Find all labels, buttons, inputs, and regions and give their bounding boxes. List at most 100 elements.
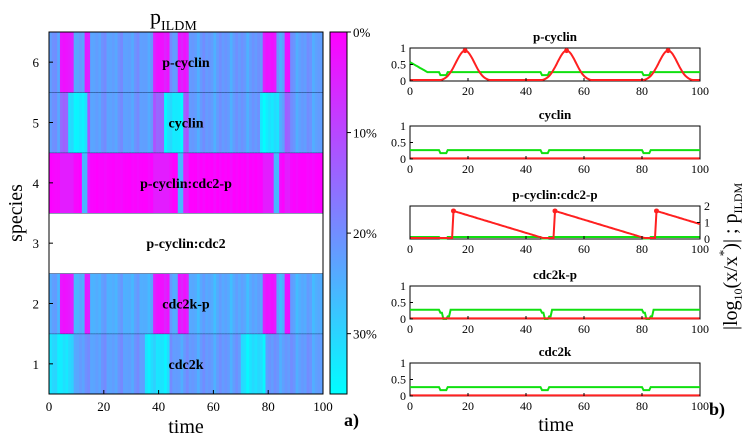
heatmap-cell <box>276 32 280 93</box>
heatmap-row-blank <box>49 213 323 274</box>
heatmap-cell <box>76 92 80 153</box>
heatmap-cell <box>183 92 187 153</box>
heatmap-cell <box>166 333 170 394</box>
heatmap-cell <box>136 333 140 394</box>
heatmap-cell <box>164 32 168 93</box>
heatmap-cell <box>87 333 91 394</box>
subplot-xtick-label: 100 <box>691 322 709 336</box>
heatmap-cell <box>90 152 94 213</box>
heatmap-row-label: p-cyclin <box>162 56 210 71</box>
subplot-ytick-label: 0 <box>400 152 406 166</box>
heatmap-cell <box>166 32 170 93</box>
heatmap-cell <box>273 273 277 334</box>
subplot-frame <box>409 362 701 397</box>
heatmap-cell <box>70 152 75 213</box>
heatmap-cell <box>90 273 94 334</box>
heatmap-cell <box>298 92 302 153</box>
heatmap-cell <box>251 333 255 394</box>
heatmap-cell <box>109 333 113 394</box>
heatmap-cell <box>284 273 288 334</box>
heatmap-cell <box>169 333 173 394</box>
heatmap-cell <box>65 92 69 153</box>
heatmap-cell <box>169 152 173 213</box>
heatmap-cell <box>109 32 113 93</box>
heatmap-cell <box>199 92 203 153</box>
heatmap-cell <box>194 92 198 153</box>
colorbar-tick-label: 0% <box>353 25 371 40</box>
heatmap-cell <box>259 32 264 93</box>
heatmap-cell <box>65 273 69 334</box>
heatmap-cell <box>95 152 99 213</box>
heatmap-cell <box>153 333 157 394</box>
heatmap-cell <box>317 32 321 93</box>
heatmap-cell <box>207 333 212 394</box>
heatmap-cell <box>257 333 261 394</box>
heatmap-cell <box>183 32 187 93</box>
heatmap-cell <box>98 92 102 153</box>
heatmap-cell <box>227 333 231 394</box>
subplot-xtick-label: 80 <box>636 399 648 413</box>
heatmap-cell <box>216 92 220 153</box>
heatmap-cell <box>218 152 223 213</box>
heatmap-cell <box>240 92 244 153</box>
heatmap-cell <box>309 92 313 153</box>
heatmap-cell <box>273 32 277 93</box>
heatmap-cell <box>164 152 168 213</box>
heatmap-cell <box>87 92 91 153</box>
heatmap-cell <box>224 333 228 394</box>
heatmap-cell <box>249 32 253 93</box>
heatmap-cell <box>131 32 135 93</box>
heatmap-cell <box>298 32 302 93</box>
heatmap-cell <box>95 333 99 394</box>
heatmap-cell <box>183 333 187 394</box>
heatmap-cell <box>298 273 302 334</box>
heatmap-cell <box>70 92 75 153</box>
peak-point <box>665 48 671 54</box>
heatmap-cell <box>112 152 116 213</box>
heatmap-cell <box>251 32 255 93</box>
heatmap-cell <box>249 333 253 394</box>
heatmap-cell <box>295 273 299 334</box>
heatmap-cell <box>125 152 129 213</box>
heatmap-ytick-label: 4 <box>33 176 40 191</box>
heatmap-cell <box>142 92 146 153</box>
heatmap-cell <box>101 92 105 153</box>
heatmap-cell <box>292 32 296 93</box>
heatmap-cell <box>128 333 132 394</box>
heatmap-cell <box>79 333 83 394</box>
heatmap-cell <box>79 32 83 93</box>
heatmap-cell <box>161 92 165 153</box>
heatmap-cell <box>101 152 105 213</box>
heatmap-cell <box>164 92 168 153</box>
subplot-title: cdc2k-p <box>533 267 577 282</box>
heatmap-cell <box>273 92 277 153</box>
heatmap-cell <box>122 32 127 93</box>
heatmap-cell <box>175 32 179 93</box>
heatmap-cell <box>133 333 138 394</box>
subplot-xtick-label: 0 <box>407 162 413 176</box>
heatmap-cell <box>191 333 195 394</box>
lines-xlabel: time <box>538 414 574 436</box>
subplot-xtick-label: 0 <box>407 399 413 413</box>
heatmap-cell <box>65 32 69 93</box>
colorbar-tick-label: 10% <box>353 126 377 141</box>
heatmap-cell <box>309 152 313 213</box>
heatmap-cell <box>106 92 110 153</box>
heatmap-ytick-label: 6 <box>33 55 40 70</box>
heatmap-cell <box>314 32 318 93</box>
heatmap-cell <box>59 92 64 153</box>
heatmap-cell <box>262 92 266 153</box>
heatmap-cell <box>81 273 86 334</box>
heatmap-cell <box>128 92 132 153</box>
heatmap-cell <box>246 152 250 213</box>
heatmap-cell <box>81 333 86 394</box>
heatmap-cell <box>95 273 99 334</box>
subplot-xtick-label: 100 <box>691 242 709 256</box>
subplot-xtick-label: 80 <box>636 322 648 336</box>
heatmap-cell <box>150 152 154 213</box>
colorbar <box>329 31 348 395</box>
heatmap-cell <box>312 32 316 93</box>
subplot-ytick-label: 0.5 <box>391 58 406 72</box>
